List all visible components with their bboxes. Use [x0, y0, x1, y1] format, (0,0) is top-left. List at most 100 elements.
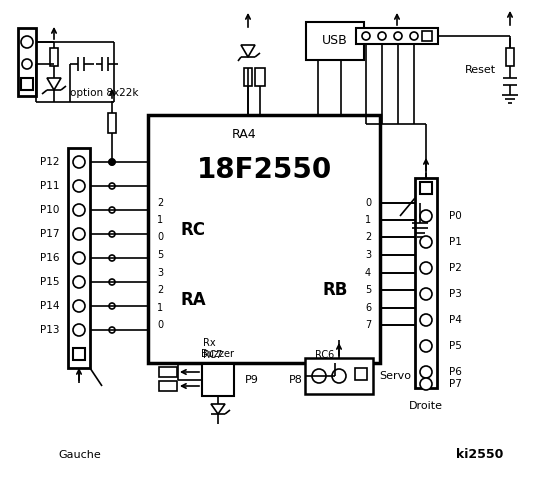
Text: Servo: Servo [379, 371, 411, 381]
Bar [202, 364, 234, 396]
Circle shape [362, 32, 370, 40]
Text: P8: P8 [289, 375, 303, 385]
Circle shape [73, 324, 85, 336]
Circle shape [332, 369, 346, 383]
Text: 2: 2 [365, 232, 371, 242]
Bar [21, 78, 33, 90]
Circle shape [378, 32, 386, 40]
Circle shape [420, 366, 432, 378]
Circle shape [73, 180, 85, 192]
Text: 5: 5 [157, 250, 163, 260]
Circle shape [73, 156, 85, 168]
Circle shape [109, 327, 115, 333]
Circle shape [420, 210, 432, 222]
Text: RC6: RC6 [315, 350, 334, 360]
Text: 1: 1 [157, 303, 163, 313]
Text: Reset: Reset [465, 65, 495, 75]
Circle shape [73, 276, 85, 288]
Circle shape [394, 32, 402, 40]
Bar [244, 68, 252, 86]
Circle shape [109, 159, 115, 165]
Circle shape [73, 228, 85, 240]
Circle shape [109, 255, 115, 261]
Text: P11: P11 [40, 181, 60, 191]
Bar [18, 28, 36, 96]
Text: P0: P0 [448, 211, 461, 221]
Text: P6: P6 [448, 367, 461, 377]
Bar [355, 368, 367, 380]
Text: P13: P13 [40, 325, 60, 335]
Text: USB: USB [322, 35, 348, 48]
Circle shape [73, 252, 85, 264]
Text: RA4: RA4 [232, 129, 256, 142]
Text: P14: P14 [40, 301, 60, 311]
Bar [159, 381, 177, 391]
Bar [50, 48, 58, 66]
Text: Gauche: Gauche [59, 450, 101, 460]
Circle shape [109, 207, 115, 213]
Bar [148, 115, 380, 363]
Text: 0: 0 [157, 320, 163, 330]
Text: Rx: Rx [203, 338, 216, 348]
Text: P15: P15 [40, 277, 60, 287]
Circle shape [109, 303, 115, 309]
Circle shape [420, 314, 432, 326]
Polygon shape [47, 78, 61, 90]
Text: P5: P5 [448, 341, 461, 351]
Circle shape [420, 340, 432, 352]
Text: P1: P1 [448, 237, 461, 247]
Text: 3: 3 [157, 268, 163, 278]
Bar [68, 148, 90, 368]
Text: P2: P2 [448, 263, 461, 273]
Text: 7: 7 [365, 320, 371, 330]
Text: Buzzer: Buzzer [201, 349, 234, 359]
Text: RC: RC [180, 221, 206, 239]
Circle shape [109, 183, 115, 189]
Bar [506, 48, 514, 66]
Bar [420, 182, 432, 194]
Text: P3: P3 [448, 289, 461, 299]
Text: 0: 0 [365, 198, 371, 208]
Text: P12: P12 [40, 157, 60, 167]
Text: ki2550: ki2550 [456, 448, 504, 461]
Text: P7: P7 [448, 379, 461, 389]
Bar [422, 31, 432, 41]
Circle shape [21, 36, 33, 48]
Text: RB: RB [322, 281, 348, 299]
Circle shape [410, 32, 418, 40]
Text: 0: 0 [157, 232, 163, 242]
Bar [255, 68, 265, 86]
Text: 3: 3 [365, 250, 371, 260]
Text: 5: 5 [365, 285, 371, 295]
Text: option 8x22k: option 8x22k [70, 88, 138, 98]
Bar [356, 28, 438, 44]
Circle shape [73, 300, 85, 312]
Text: P10: P10 [40, 205, 60, 215]
Circle shape [312, 369, 326, 383]
Text: 2: 2 [157, 285, 163, 295]
Circle shape [420, 262, 432, 274]
Text: RC7: RC7 [203, 350, 222, 360]
Text: 2: 2 [157, 198, 163, 208]
Circle shape [420, 378, 432, 390]
Text: 4: 4 [365, 268, 371, 278]
Bar [305, 358, 373, 394]
Bar [73, 348, 85, 360]
Text: 1: 1 [157, 215, 163, 225]
Bar [306, 22, 364, 60]
Text: 18F2550: 18F2550 [196, 156, 332, 184]
Bar [415, 178, 437, 388]
Polygon shape [211, 404, 225, 414]
Text: 6: 6 [365, 303, 371, 313]
Circle shape [109, 231, 115, 237]
Circle shape [109, 279, 115, 285]
Circle shape [22, 59, 32, 69]
Circle shape [420, 288, 432, 300]
Circle shape [420, 236, 432, 248]
Polygon shape [241, 45, 255, 57]
Circle shape [73, 204, 85, 216]
Bar [108, 113, 116, 133]
Bar [159, 367, 177, 377]
Text: P16: P16 [40, 253, 60, 263]
Text: 1: 1 [365, 215, 371, 225]
